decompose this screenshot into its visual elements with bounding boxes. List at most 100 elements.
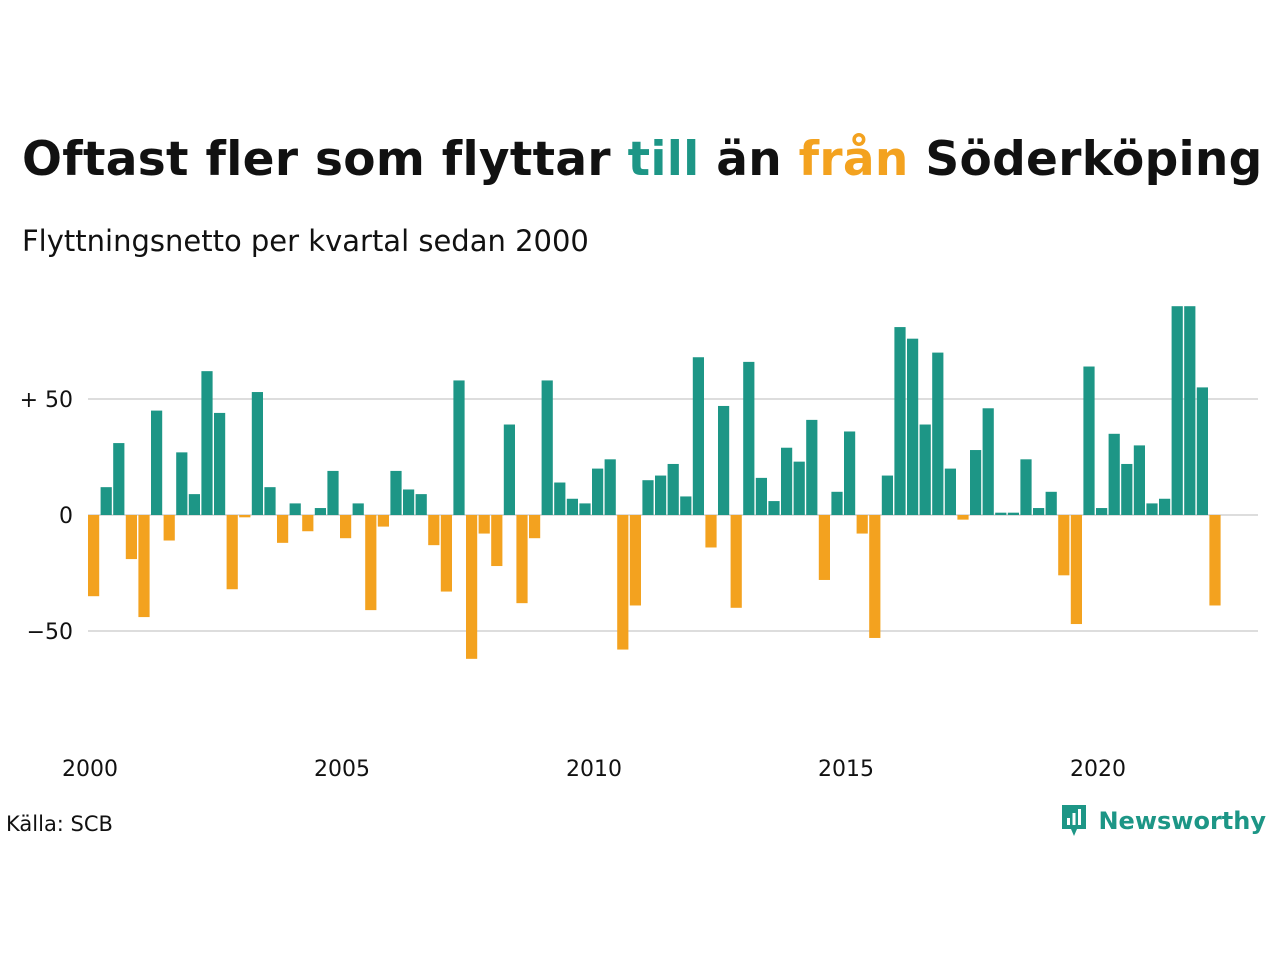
bar <box>226 515 238 590</box>
x-axis: 2000 2005 2010 2015 2020 <box>62 757 1126 782</box>
bar <box>919 424 931 515</box>
bar <box>277 515 289 543</box>
title-highlight-fran: från <box>798 132 909 187</box>
bar <box>327 470 339 515</box>
bar <box>188 494 200 515</box>
title-part-3: Söderköping <box>908 132 1263 187</box>
bar <box>1121 463 1133 515</box>
bar <box>176 452 188 515</box>
bar <box>667 463 679 515</box>
title-part-1: Oftast fler som flyttar <box>22 132 628 187</box>
bar <box>352 503 364 515</box>
bar <box>705 515 717 548</box>
bar <box>982 408 994 515</box>
bar <box>768 501 780 515</box>
x-tick-label: 2000 <box>62 757 118 782</box>
bar-chart: + 50 0 −50 2000 2005 2010 2015 2020 <box>20 306 1258 782</box>
bar <box>377 515 389 527</box>
bar <box>655 475 667 515</box>
bar <box>743 361 755 515</box>
bar <box>1184 306 1196 515</box>
bar <box>390 470 402 515</box>
bar <box>1096 508 1108 515</box>
bar <box>403 489 415 515</box>
bar <box>932 352 944 515</box>
bar <box>1070 515 1082 625</box>
y-tick-label: −50 <box>27 620 73 645</box>
x-tick-label: 2015 <box>818 757 874 782</box>
bar <box>302 515 314 532</box>
bar <box>1108 433 1120 515</box>
bar <box>856 515 868 534</box>
bar <box>1033 508 1045 515</box>
x-tick-label: 2020 <box>1070 757 1126 782</box>
bar <box>100 487 112 515</box>
brand-name: Newsworthy <box>1098 807 1266 835</box>
y-tick-label: 0 <box>59 504 73 529</box>
source-note: Källa: SCB <box>6 812 113 836</box>
bar <box>806 419 818 515</box>
bar <box>491 515 503 567</box>
bar <box>1146 503 1158 515</box>
bar <box>642 480 654 515</box>
bar <box>314 508 326 515</box>
chart-title: Oftast fler som flyttar till än från Söd… <box>22 128 1263 192</box>
bar <box>1171 306 1183 515</box>
newsworthy-logo-icon <box>1062 805 1087 836</box>
bar-series <box>88 306 1221 659</box>
bar <box>1133 445 1145 515</box>
y-axis: + 50 0 −50 <box>20 388 73 645</box>
bar <box>1058 515 1070 576</box>
bar <box>793 461 805 515</box>
bar <box>415 494 427 515</box>
x-tick-label: 2010 <box>566 757 622 782</box>
bar <box>428 515 440 546</box>
bar <box>113 443 125 515</box>
bar <box>604 459 616 515</box>
bar <box>894 327 906 515</box>
bar <box>1045 491 1057 515</box>
bar <box>440 515 452 592</box>
bar <box>755 477 767 515</box>
bar <box>1007 512 1019 515</box>
bar <box>680 496 692 515</box>
bar <box>239 515 251 518</box>
bar <box>1209 515 1221 606</box>
bar <box>151 410 163 515</box>
bar <box>831 491 843 515</box>
title-part-2: än <box>699 132 799 187</box>
bar <box>365 515 377 611</box>
y-tick-label: + 50 <box>20 388 73 413</box>
bar <box>881 475 893 515</box>
bar <box>579 503 591 515</box>
bar <box>818 515 830 580</box>
bar <box>995 512 1007 515</box>
bar <box>1020 459 1032 515</box>
chart-subtitle: Flyttningsnetto per kvartal sedan 2000 <box>22 224 589 258</box>
bar <box>944 468 956 515</box>
bar <box>907 338 919 515</box>
bar <box>163 515 175 541</box>
bar <box>478 515 490 534</box>
bar <box>138 515 150 618</box>
bar <box>503 424 515 515</box>
brand-logo[interactable]: Newsworthy <box>1060 803 1266 839</box>
bar <box>340 515 352 539</box>
bar <box>970 450 982 515</box>
bar <box>566 498 578 515</box>
bar <box>466 515 478 659</box>
bar <box>554 482 566 515</box>
bar <box>214 412 226 515</box>
bar <box>1159 498 1171 515</box>
bar <box>88 515 100 597</box>
bar <box>1196 387 1208 515</box>
bar <box>264 487 276 515</box>
title-highlight-till: till <box>627 132 700 187</box>
bar <box>844 431 856 515</box>
bar <box>1083 366 1095 515</box>
bar <box>201 371 213 515</box>
bar <box>629 515 641 606</box>
x-tick-label: 2005 <box>314 757 370 782</box>
bar <box>957 515 969 520</box>
bar <box>529 515 541 539</box>
